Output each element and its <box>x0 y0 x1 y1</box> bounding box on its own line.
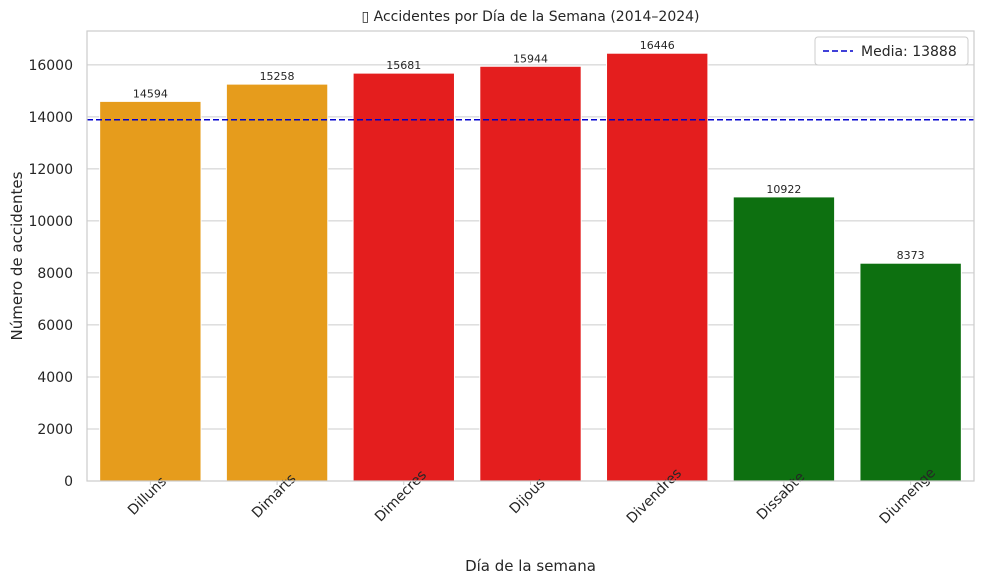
y-tick-label: 10000 <box>28 214 73 230</box>
bar-dijous <box>479 65 582 482</box>
y-axis-label: Número de accidentes <box>8 171 26 340</box>
bar-divendres <box>606 52 709 482</box>
bar-value-label: 10922 <box>766 183 801 196</box>
bars-layer <box>99 52 962 482</box>
legend-entry-mean: Media: 13888 <box>861 44 957 60</box>
plot-frame <box>86 30 975 482</box>
bar-value-label: 15944 <box>513 52 548 65</box>
bar-value-label: 15258 <box>260 70 295 83</box>
bar-dissabte <box>732 196 836 482</box>
bar-dilluns <box>99 100 202 482</box>
y-tick-label: 8000 <box>37 266 73 282</box>
bar-value-label: 14594 <box>133 87 168 100</box>
y-tick-label: 14000 <box>28 110 73 126</box>
x-axis-label: Día de la semana <box>465 557 596 575</box>
y-tick-label: 2000 <box>37 422 73 438</box>
data-labels-layer: 14594 15258 15681 15944 16446 10922 8373 <box>133 39 925 262</box>
y-tick-label: 12000 <box>28 162 73 178</box>
y-tick-label: 6000 <box>37 318 73 334</box>
y-tick-label: 0 <box>64 474 73 490</box>
y-tick-label: 16000 <box>28 58 73 74</box>
bar-value-label: 8373 <box>897 249 925 262</box>
chart-title: ▯ Accidentes por Día de la Semana (2014–… <box>361 9 699 25</box>
bar-dimarts <box>225 83 329 482</box>
legend: Media: 13888 <box>814 36 969 66</box>
bar-diumenge <box>859 262 962 482</box>
y-tick-label: 4000 <box>37 370 73 386</box>
legend-box <box>814 36 969 66</box>
bar-value-label: 15681 <box>386 59 421 72</box>
bar-value-label: 16446 <box>640 39 675 52</box>
bar-dimecres <box>352 72 455 482</box>
